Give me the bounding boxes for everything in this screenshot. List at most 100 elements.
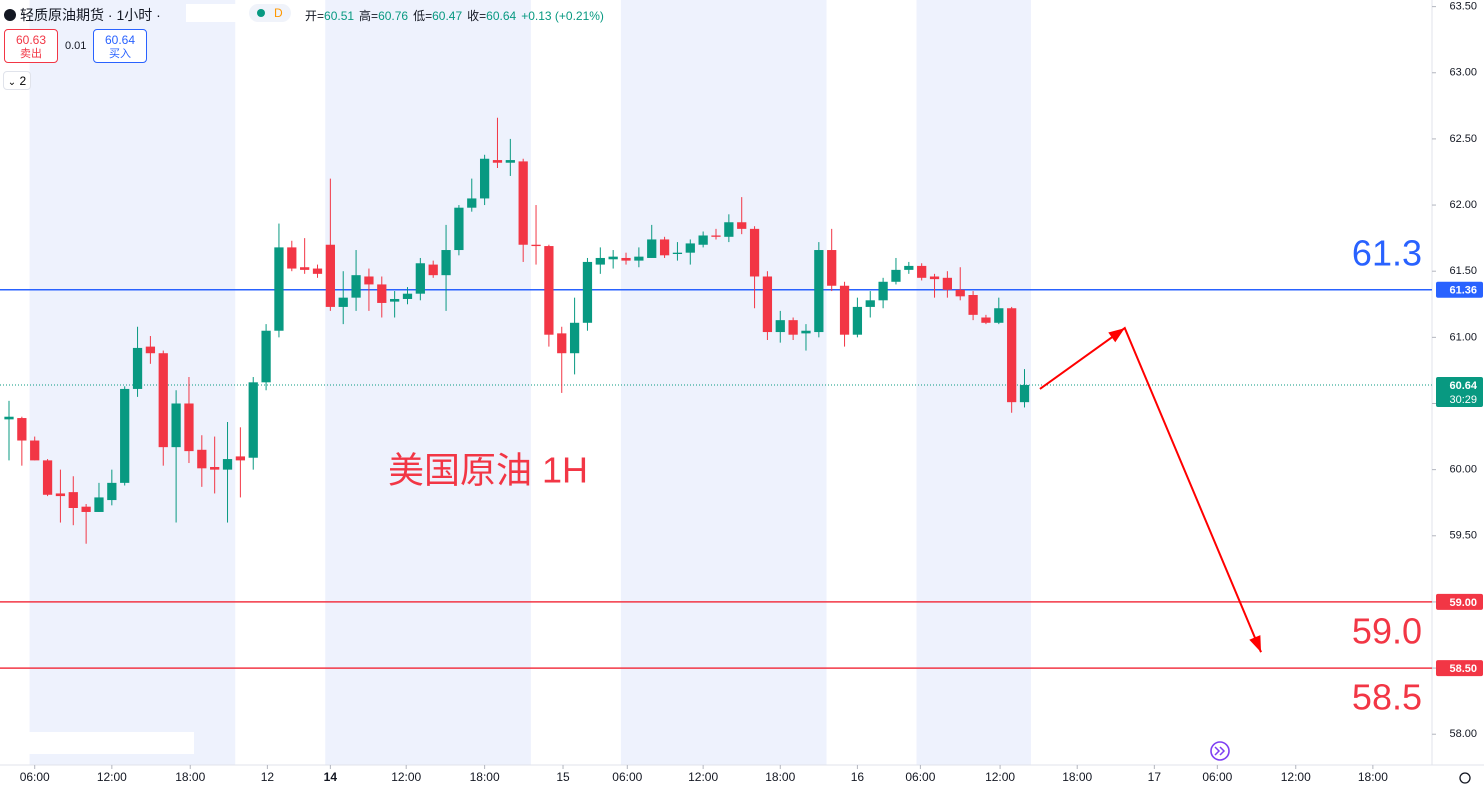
symbol[interactable]: 轻质原油期货 · 1小时 · — [20, 7, 161, 23]
countdown: 30:29 — [1449, 394, 1477, 406]
candle-body — [544, 246, 554, 335]
settings-icon[interactable] — [1459, 772, 1471, 784]
current-price-tag — [1436, 376, 1483, 407]
candle-body — [402, 293, 413, 299]
candle-body — [171, 403, 181, 448]
annotation: 58.5 — [1352, 677, 1422, 718]
x-tick-label: 12:00 — [985, 770, 1015, 784]
candle-body — [904, 265, 914, 270]
candle-body — [981, 317, 991, 323]
candle-body — [467, 198, 477, 208]
x-tick-label: 14 — [324, 770, 338, 784]
session-band — [29, 0, 236, 765]
ohlc-label: 开= — [305, 9, 325, 23]
x-tick-label: 16 — [851, 770, 865, 784]
badge-text: D — [274, 6, 283, 20]
candle-body — [569, 322, 580, 354]
candle-body — [505, 160, 515, 163]
candle-body — [518, 161, 528, 245]
price-tag-label: 61.36 — [1449, 285, 1477, 297]
candle-body — [647, 239, 657, 258]
arrow-head — [1249, 635, 1262, 653]
candle-body — [608, 256, 618, 260]
price-tag-label: 58.50 — [1449, 663, 1477, 675]
candle-body — [325, 244, 335, 307]
candle-body — [261, 330, 271, 383]
candle-body — [634, 256, 644, 261]
x-tick-label: 12:00 — [1281, 770, 1311, 784]
ohlc-value: 60.76 — [378, 9, 409, 23]
x-tick-label: 18:00 — [470, 770, 500, 784]
price-tag — [1436, 281, 1483, 298]
sell-label: 卖出 — [20, 48, 42, 60]
candle-body — [274, 247, 284, 331]
price-tag — [1436, 660, 1483, 677]
candle-body — [929, 276, 940, 280]
candle-body — [557, 333, 567, 354]
candle-body — [377, 284, 387, 303]
candle-body — [184, 403, 194, 452]
price-tag-label: 59.00 — [1449, 597, 1477, 609]
status-badge[interactable]: D — [249, 4, 291, 22]
candle-body — [672, 252, 683, 254]
spread: 0.01 — [65, 40, 87, 52]
goto-realtime-icon[interactable] — [1210, 741, 1230, 761]
candle-body — [827, 250, 837, 286]
candle-body — [300, 267, 310, 270]
y-tick-label: 58.00 — [1449, 728, 1477, 740]
candle-body — [531, 244, 541, 247]
ohlc-row: 开=60.51 高=60.76 低=60.47 收=60.64 +0.13 (+0.21… — [305, 7, 604, 24]
candle-body — [917, 265, 927, 278]
candle-body — [17, 418, 27, 441]
y-tick-label: 62.00 — [1449, 199, 1477, 211]
candle-body — [621, 257, 631, 261]
candle-body — [94, 497, 104, 512]
candle-body — [4, 416, 14, 420]
x-tick-label: 18:00 — [1062, 770, 1092, 784]
candle-body — [942, 277, 953, 290]
buy-price: 60.64 — [104, 33, 136, 47]
price-tag — [1436, 593, 1483, 610]
status-dot — [257, 9, 265, 17]
candle-body — [351, 275, 361, 298]
y-tick-label: 59.50 — [1449, 530, 1477, 542]
candle-body — [737, 222, 747, 229]
blur-box — [28, 732, 194, 754]
sell-button[interactable]: 60.63 卖出 — [4, 29, 58, 63]
candle-body — [711, 235, 721, 237]
candle-body — [364, 276, 374, 285]
candle-body — [158, 353, 168, 448]
candle-body — [801, 330, 811, 334]
change: +0.13 (+0.21%) — [521, 9, 604, 23]
ohlc-label: 高= — [359, 9, 379, 23]
symbol-icon — [4, 9, 16, 21]
current-price-label: 60.64 — [1449, 380, 1477, 392]
candle-body — [30, 440, 40, 461]
x-tick-label: 18:00 — [175, 770, 205, 784]
candle-body — [235, 456, 246, 461]
candle-body — [659, 239, 670, 256]
y-tick-label: 60.00 — [1449, 464, 1477, 476]
buy-button[interactable]: 60.64 买入 — [93, 29, 147, 63]
candle-body — [390, 298, 400, 302]
x-tick-label: 12:00 — [391, 770, 421, 784]
buy-label: 买入 — [109, 48, 131, 60]
candle-body — [582, 261, 593, 323]
candle-body — [338, 297, 348, 307]
x-tick-label: 06:00 — [20, 770, 50, 784]
x-tick-label: 15 — [556, 770, 570, 784]
x-tick-label: 06:00 — [905, 770, 935, 784]
ohlc-value: 60.64 — [486, 9, 517, 23]
collapse-button[interactable]: ⌄ 2 — [3, 71, 31, 90]
candle-body — [312, 268, 323, 274]
x-tick-label: 17 — [1148, 770, 1162, 784]
arrow-head — [1108, 328, 1125, 343]
candle-body — [479, 158, 490, 199]
candle-body — [955, 289, 965, 297]
candle-body — [107, 482, 117, 501]
candle-body — [878, 281, 888, 301]
candle-body — [865, 300, 875, 307]
y-tick-label: 63.50 — [1449, 1, 1477, 13]
candle-body — [441, 250, 451, 276]
